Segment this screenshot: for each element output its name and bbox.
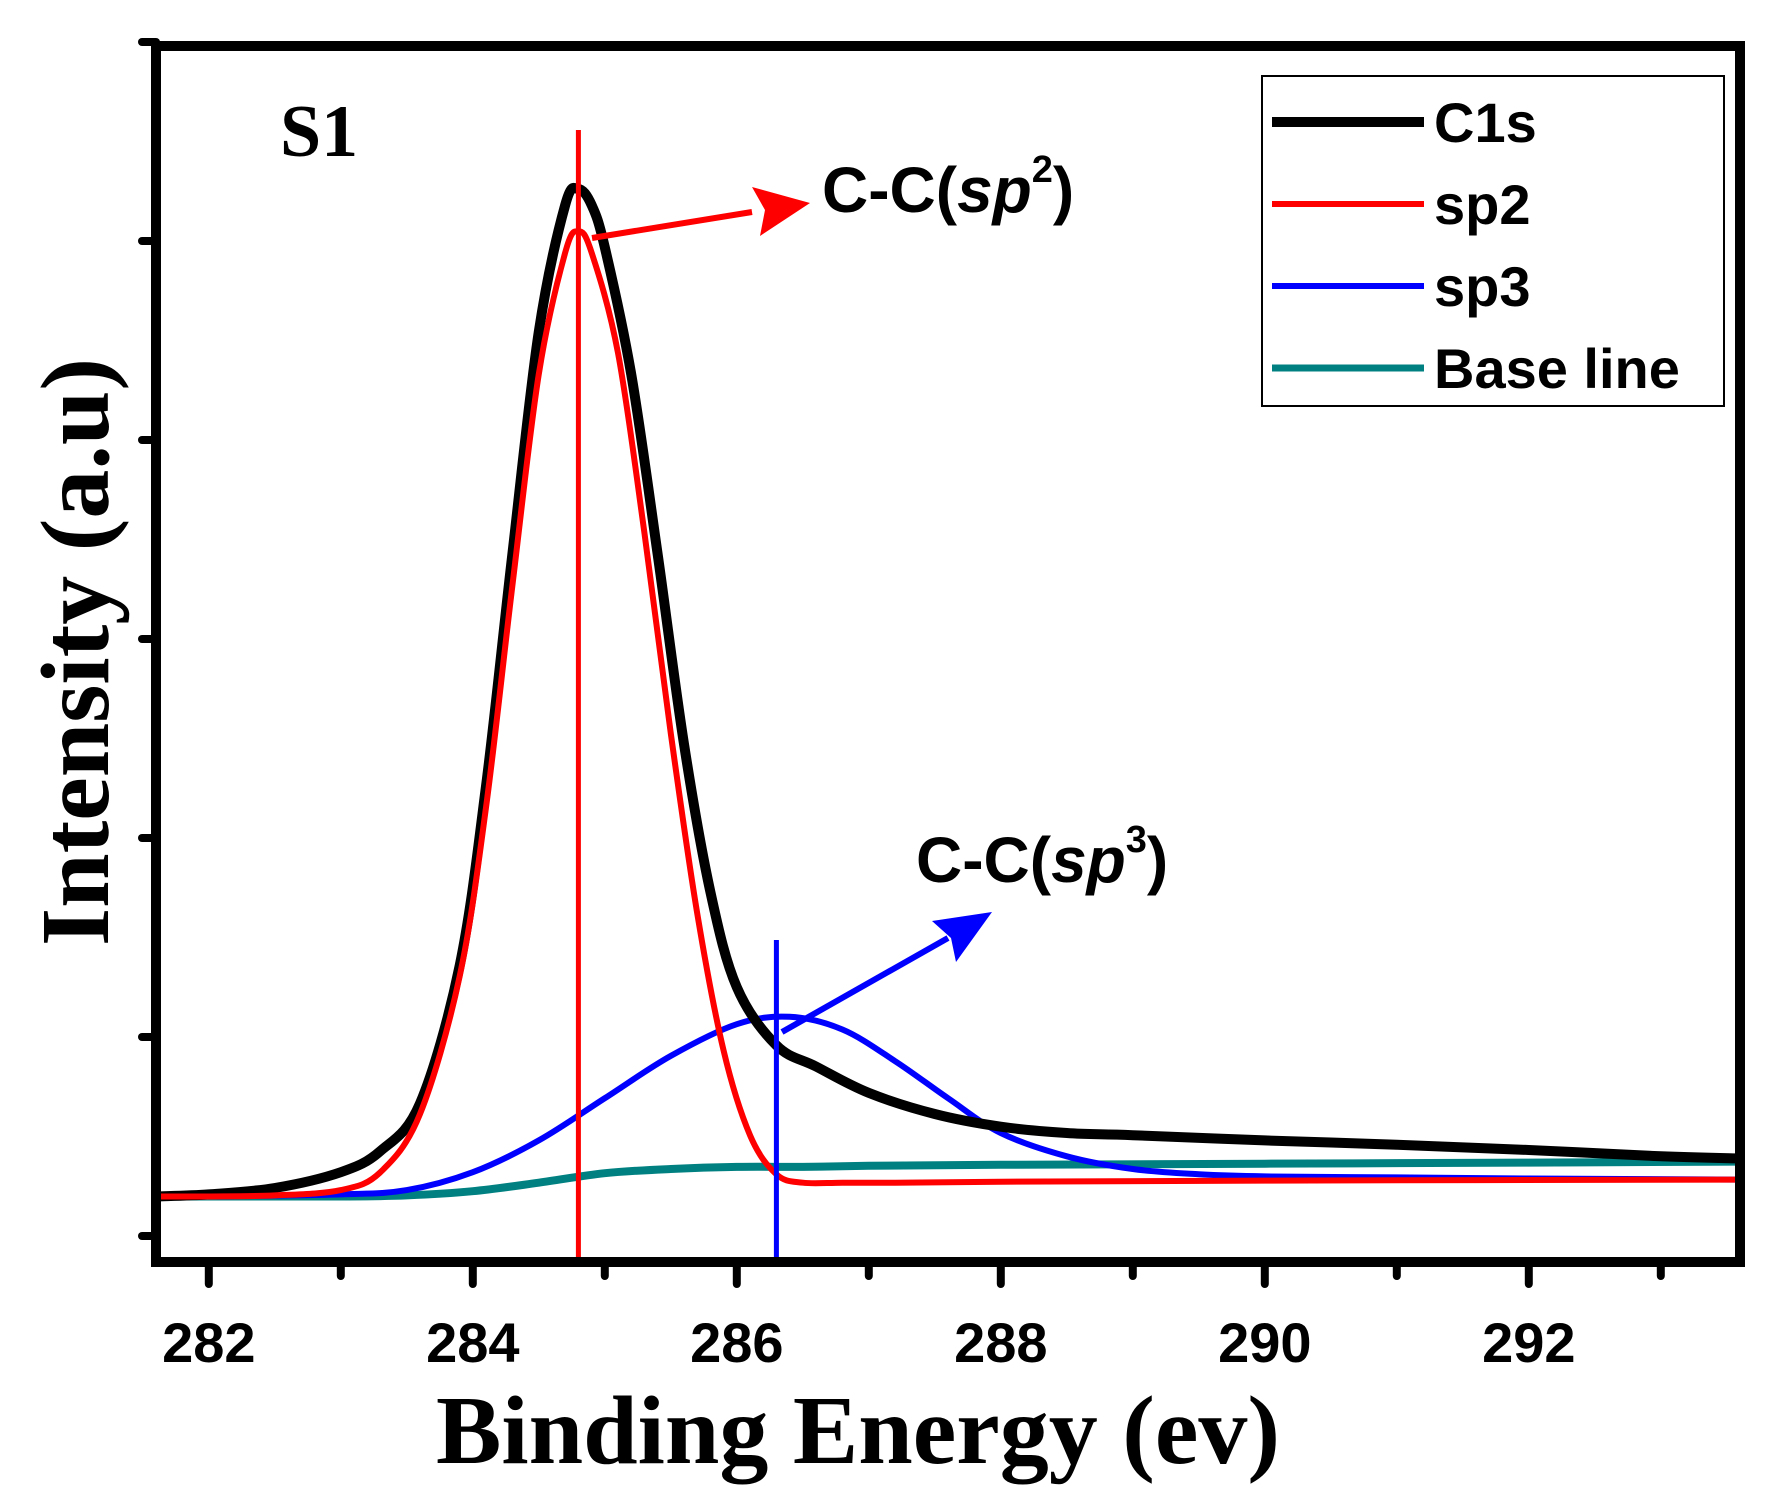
x-tick-label-292: 292 — [1482, 1311, 1575, 1374]
plot-frame — [151, 41, 1745, 1267]
sp2-arrowhead — [752, 187, 810, 236]
sp3-annotation-arrow — [780, 912, 992, 1035]
x-axis-title: Binding Energy (ev) — [436, 1377, 1280, 1485]
legend-label-sp3: sp3 — [1434, 255, 1531, 318]
series-sp2-line — [156, 228, 1740, 1200]
x-tick-label-284: 284 — [426, 1311, 519, 1374]
y-axis-title: Intensity (a.u) — [22, 358, 130, 946]
x-tick-label-286: 286 — [690, 1311, 783, 1374]
panel-label: S1 — [280, 91, 358, 173]
x-tick-label-282: 282 — [162, 1311, 255, 1374]
plot-curves — [156, 182, 1740, 1202]
legend-label-sp2: sp2 — [1434, 173, 1531, 236]
sp2-annotation-arrow — [591, 187, 810, 241]
legend-label-base-line: Base line — [1434, 337, 1680, 400]
series-sp3-line — [156, 1013, 1740, 1200]
sp3-annotation-label: C-C(sp3) — [916, 819, 1168, 896]
sp3-arrowhead — [932, 912, 992, 962]
legend-label-c1s: C1s — [1434, 91, 1537, 154]
legend-box — [1261, 75, 1725, 407]
legend: C1s sp2 sp3 Base line — [1261, 75, 1725, 407]
sp2-annotation-label: C-C(sp2) — [822, 149, 1074, 226]
x-tick-label-288: 288 — [954, 1311, 1047, 1374]
x-tick-label-290: 290 — [1218, 1311, 1311, 1374]
axis-ticks — [138, 38, 1665, 1288]
reference-lines — [575, 130, 779, 1262]
series-base-line-line — [156, 1157, 1740, 1201]
x-tick-labels: 282 284 286 288 290 292 — [162, 1311, 1575, 1374]
